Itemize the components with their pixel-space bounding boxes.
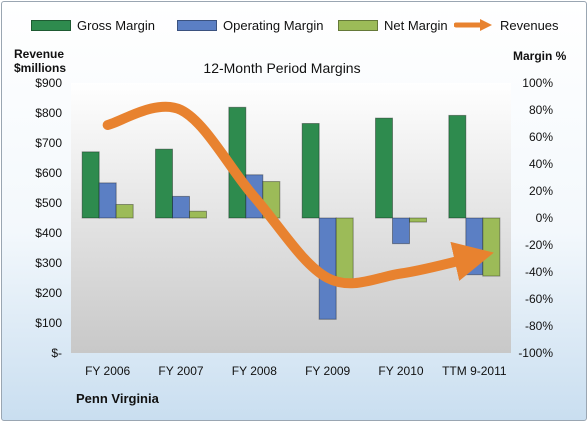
net-margin-bar — [482, 217, 501, 277]
category-tick-label: TTM 9-2011 — [442, 364, 507, 378]
right-tick-labels: -100% -80% -60% -40% -20% 0% 20% 40% 60% 80% 100% — [518, 76, 553, 360]
net-margin-bar — [335, 217, 354, 281]
chart-title: 12-Month Period Margins — [203, 60, 361, 76]
operating-margin-bar — [172, 195, 190, 219]
right-tick-label: -100% — [518, 346, 553, 360]
gross-margin-bar — [375, 117, 393, 219]
left-tick-label: $900 — [35, 76, 62, 90]
category-tick-label: FY 2010 — [378, 364, 423, 378]
left-tick-label: $300 — [35, 256, 62, 270]
left-tick-labels: $- $100 $200 $300 $400 $500 $600 $700 $800 $900 — [35, 76, 62, 360]
legend-revenues-label: Revenues — [500, 17, 559, 33]
left-axis-title-line2: $millions — [14, 61, 67, 75]
plot-area — [71, 83, 511, 353]
right-tick-label: -40% — [525, 265, 553, 279]
net-margin-bar — [115, 204, 134, 219]
left-tick-label: $100 — [35, 316, 62, 330]
net-margin-bar — [409, 217, 427, 223]
revenue-line-group — [102, 101, 494, 289]
right-tick-label: 80% — [529, 103, 553, 117]
legend-operating-label: Operating Margin — [223, 17, 324, 33]
legend-operating-swatch — [177, 19, 217, 31]
left-tick-label: $600 — [35, 166, 62, 180]
right-tick-label: -60% — [525, 292, 553, 306]
legend-operating-margin: Operating Margin — [177, 17, 323, 33]
legend-net-label: Net Margin — [384, 17, 448, 33]
right-tick-label: -80% — [525, 319, 553, 333]
gross-margin-bar — [81, 151, 100, 219]
operating-margin-bar — [392, 217, 410, 245]
right-tick-label: -20% — [525, 238, 553, 252]
legend-gross-swatch — [31, 19, 71, 31]
revenues-arrow-line — [102, 101, 494, 289]
category-tick-label: FY 2009 — [305, 364, 350, 378]
left-tick-label: $200 — [35, 286, 62, 300]
left-axis-title: Revenue $millions — [14, 47, 66, 75]
left-axis-title-line1: Revenue — [14, 47, 65, 61]
right-tick-label: 20% — [529, 184, 553, 198]
right-tick-label: 100% — [522, 76, 553, 90]
right-tick-label: 0% — [536, 211, 554, 225]
net-margin-bar — [189, 210, 207, 219]
legend-gross-margin: Gross Margin — [31, 17, 155, 33]
left-tick-label: $400 — [35, 226, 62, 240]
left-tick-label: $700 — [35, 136, 62, 150]
right-axis-title: Margin % — [513, 49, 567, 63]
gross-margin-bar — [155, 148, 173, 219]
legend-revenues-arrow-icon — [454, 19, 492, 31]
category-tick-label: FY 2008 — [232, 364, 277, 378]
left-tick-label: $- — [51, 346, 62, 360]
right-tick-label: 40% — [529, 157, 553, 171]
category-tick-label: FY 2006 — [85, 364, 130, 378]
legend-gross-label: Gross Margin — [77, 17, 156, 33]
operating-margin-bar — [98, 182, 117, 219]
legend-net-swatch — [338, 19, 378, 31]
gross-margin-bar — [448, 114, 467, 219]
gross-margin-bar — [301, 123, 320, 219]
category-tick-labels: FY 2006 FY 2007 FY 2008 FY 2009 FY 2010 TTM 9… — [85, 364, 507, 378]
left-tick-label: $800 — [35, 106, 62, 120]
bars-group — [81, 106, 501, 320]
right-tick-label: 60% — [529, 130, 553, 144]
left-tick-label: $500 — [35, 196, 62, 210]
company-label: Penn Virginia — [76, 391, 159, 406]
category-tick-label: FY 2007 — [158, 364, 203, 378]
legend-net-margin: Net Margin — [338, 17, 448, 33]
operating-margin-bar — [465, 217, 484, 276]
legend-revenues: Revenues — [454, 17, 559, 33]
